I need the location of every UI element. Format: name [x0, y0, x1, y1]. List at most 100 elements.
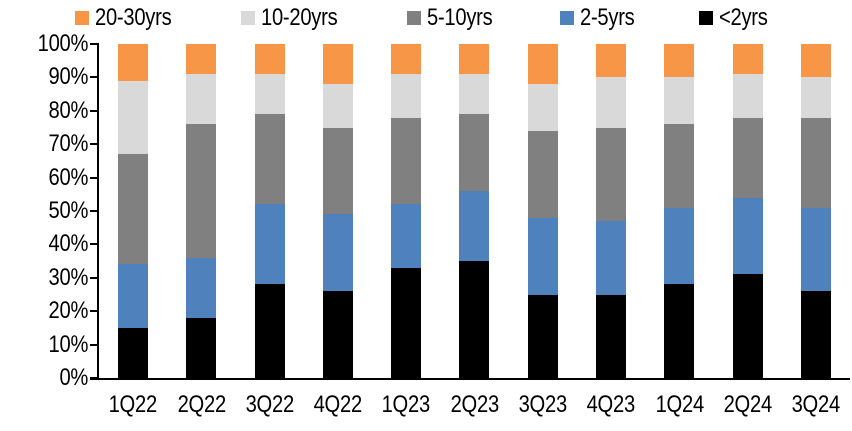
- x-axis-slot: 1Q24: [645, 390, 713, 420]
- bar-slot-3q24: [782, 44, 850, 378]
- legend-item-10-20yrs: 10-20yrs: [240, 4, 352, 31]
- x-axis-slot: 2Q24: [713, 390, 781, 420]
- x-axis-slot: 2Q23: [440, 390, 508, 420]
- x-axis-label: 4Q22: [313, 391, 363, 418]
- legend-label: 2-5yrs: [579, 4, 635, 31]
- x-axis-slot: 3Q23: [509, 390, 577, 420]
- y-axis-label: 10%: [41, 331, 88, 359]
- bar-segment-4q22-10-20yrs: [322, 84, 353, 128]
- y-axis-tick: [90, 76, 99, 79]
- bar-segment-1q23-2yrs: [391, 267, 422, 378]
- bar-1q22: [118, 44, 149, 378]
- bar-segment-3q24-2yrs: [800, 291, 831, 378]
- legend-item-2yrs: <2yrs: [699, 5, 777, 31]
- bar-segment-2q23-10-20yrs: [459, 74, 490, 115]
- bar-segment-1q22-5-10yrs: [118, 154, 149, 265]
- y-axis-label: 60%: [41, 164, 88, 192]
- bar-segment-3q23-20-30yrs: [527, 44, 558, 85]
- bar-segment-1q23-5-10yrs: [391, 117, 422, 205]
- bar-segment-1q24-10-20yrs: [664, 77, 695, 125]
- y-axis-label-text: 100%: [37, 30, 88, 57]
- y-axis-label-text: 10%: [48, 330, 88, 358]
- bar-segment-3q23-2yrs: [527, 294, 558, 378]
- x-axis-label: 3Q22: [245, 391, 295, 418]
- bar-segment-2q24-2-5yrs: [732, 197, 763, 275]
- bar-segment-3q23-2-5yrs: [527, 217, 558, 295]
- y-axis-label: 30%: [41, 264, 88, 292]
- bar-segment-3q23-10-20yrs: [527, 84, 558, 131]
- y-axis-tick: [90, 243, 99, 246]
- chart-legend: 20-30yrs 10-20yrs 5-10yrs 2-5yrs <2yrs: [0, 5, 852, 31]
- bar-segment-1q23-20-30yrs: [391, 44, 422, 75]
- bar-3q22: [254, 44, 285, 378]
- y-axis-label: 50%: [41, 197, 88, 225]
- bar-segment-4q23-5-10yrs: [595, 127, 626, 222]
- bar-1q23: [391, 44, 422, 378]
- x-axis-label: 3Q24: [791, 391, 841, 418]
- x-axis-slot: 3Q22: [236, 390, 304, 420]
- y-axis-tick: [90, 310, 99, 313]
- y-axis-label-text: 80%: [48, 96, 88, 124]
- bar-2q24: [732, 44, 763, 378]
- bar-segment-4q23-2-5yrs: [595, 221, 626, 295]
- bar-segment-3q23-5-10yrs: [527, 130, 558, 218]
- bar-segment-3q22-2-5yrs: [254, 204, 285, 285]
- bar-segment-1q24-20-30yrs: [664, 44, 695, 78]
- y-axis-tick: [90, 343, 99, 346]
- bar-4q22: [322, 44, 353, 378]
- legend-label: 5-10yrs: [426, 4, 493, 31]
- bar-segment-3q24-20-30yrs: [800, 44, 831, 78]
- y-axis-label-text: 60%: [48, 163, 88, 191]
- x-axis-label: 1Q22: [108, 391, 158, 418]
- bar-segment-4q23-10-20yrs: [595, 77, 626, 128]
- legend-swatch-2yrs: [699, 11, 714, 25]
- plot-area: [99, 44, 850, 378]
- bar-segment-4q23-2yrs: [595, 294, 626, 378]
- bar-segment-1q22-10-20yrs: [118, 80, 149, 155]
- bar-segment-3q22-10-20yrs: [254, 74, 285, 115]
- bar-segment-1q22-2-5yrs: [118, 264, 149, 328]
- y-axis-label: 40%: [41, 230, 88, 258]
- legend-label: 10-20yrs: [260, 4, 338, 31]
- bar-slot-2q24: [713, 44, 781, 378]
- bar-segment-4q22-5-10yrs: [322, 127, 353, 215]
- bar-segment-2q24-5-10yrs: [732, 117, 763, 198]
- x-axis-label: 1Q23: [382, 391, 431, 418]
- bar-3q24: [800, 44, 831, 378]
- bar-slot-4q22: [304, 44, 372, 378]
- bar-segment-2q22-2-5yrs: [186, 257, 217, 318]
- legend-swatch-10-20yrs: [240, 11, 255, 25]
- y-axis-tick: [90, 176, 99, 179]
- bar-segment-2q23-2-5yrs: [459, 190, 490, 262]
- bar-segment-3q22-20-30yrs: [254, 44, 285, 75]
- bar-1q24: [664, 44, 695, 378]
- y-axis-label: 20%: [41, 297, 88, 325]
- x-axis-label: 2Q22: [177, 391, 226, 418]
- legend-item-2-5yrs: 2-5yrs: [559, 4, 645, 31]
- y-axis-label-text: 90%: [48, 63, 88, 91]
- legend-label: <2yrs: [719, 4, 769, 31]
- y-axis-label-text: 0%: [59, 364, 88, 391]
- y-axis-label-text: 50%: [48, 197, 88, 224]
- bar-segment-4q22-2yrs: [322, 291, 353, 378]
- bar-slot-1q22: [99, 44, 167, 378]
- x-axis-slot: 2Q22: [167, 390, 235, 420]
- bar-segment-2q24-10-20yrs: [732, 74, 763, 118]
- bar-segment-1q22-20-30yrs: [118, 44, 149, 81]
- bar-segment-1q23-10-20yrs: [391, 74, 422, 118]
- bar-segment-2q23-5-10yrs: [459, 114, 490, 191]
- bar-segment-3q22-2yrs: [254, 284, 285, 378]
- bar-slot-2q22: [167, 44, 235, 378]
- bar-segment-1q22-2yrs: [118, 327, 149, 378]
- x-axis-slot: 1Q22: [99, 390, 167, 420]
- y-axis-label: 100%: [28, 30, 88, 58]
- x-axis-line: [90, 378, 850, 380]
- y-axis-tick: [90, 109, 99, 112]
- bar-segment-2q24-2yrs: [732, 274, 763, 378]
- y-axis-line: [97, 44, 99, 380]
- bar-2q23: [459, 44, 490, 378]
- x-axis-label: 1Q24: [655, 391, 704, 418]
- y-axis-label: 0%: [54, 364, 88, 392]
- x-axis-slot: 1Q23: [372, 390, 440, 420]
